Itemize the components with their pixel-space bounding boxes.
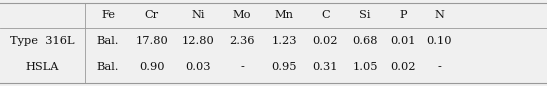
Text: 0.31: 0.31 [313, 62, 338, 72]
Text: -: - [437, 62, 441, 72]
Text: Cr: Cr [145, 10, 159, 20]
Text: C: C [321, 10, 330, 20]
Text: 2.36: 2.36 [229, 36, 255, 46]
Text: 1.05: 1.05 [352, 62, 378, 72]
Text: 0.68: 0.68 [352, 36, 378, 46]
Text: Bal.: Bal. [97, 36, 119, 46]
Text: Fe: Fe [101, 10, 115, 20]
Text: N: N [434, 10, 444, 20]
Text: P: P [400, 10, 407, 20]
Text: 17.80: 17.80 [136, 36, 168, 46]
Text: 0.03: 0.03 [185, 62, 211, 72]
Text: Bal.: Bal. [97, 62, 119, 72]
Text: 1.23: 1.23 [272, 36, 297, 46]
Text: Si: Si [359, 10, 371, 20]
Text: 0.01: 0.01 [391, 36, 416, 46]
Text: Mo: Mo [233, 10, 251, 20]
Text: 0.95: 0.95 [272, 62, 297, 72]
Text: 0.90: 0.90 [139, 62, 165, 72]
Text: Ni: Ni [191, 10, 205, 20]
Text: -: - [240, 62, 244, 72]
Text: Type  316L: Type 316L [10, 36, 74, 46]
Text: HSLA: HSLA [26, 62, 59, 72]
Text: 12.80: 12.80 [182, 36, 214, 46]
Text: 0.02: 0.02 [313, 36, 338, 46]
Text: Mn: Mn [275, 10, 294, 20]
Text: 0.02: 0.02 [391, 62, 416, 72]
Text: 0.10: 0.10 [426, 36, 452, 46]
